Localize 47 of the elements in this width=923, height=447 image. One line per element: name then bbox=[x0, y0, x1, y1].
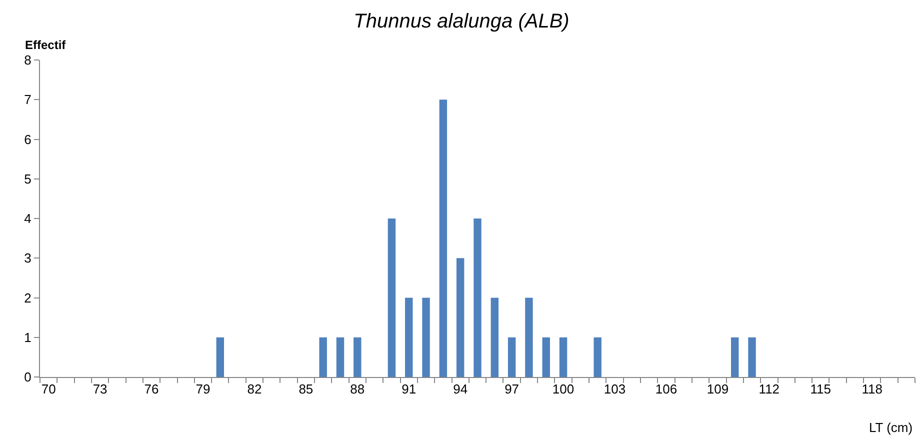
y-tick-label: 7 bbox=[24, 92, 32, 108]
x-tick-label: 76 bbox=[144, 382, 159, 397]
bar bbox=[405, 298, 413, 377]
bar bbox=[508, 337, 516, 377]
chart-title: Thunnus alalunga (ALB) bbox=[354, 10, 570, 32]
x-tick-label: 100 bbox=[552, 382, 574, 397]
bar bbox=[319, 337, 327, 377]
bar bbox=[422, 298, 430, 377]
x-tick-label: 94 bbox=[453, 382, 468, 397]
x-tick-label: 82 bbox=[247, 382, 262, 397]
bar bbox=[594, 337, 602, 377]
x-tick-label: 115 bbox=[810, 382, 832, 397]
x-tick-label: 97 bbox=[504, 382, 520, 397]
bar bbox=[354, 337, 362, 377]
y-tick-label: 6 bbox=[24, 132, 32, 147]
y-tick-label: 8 bbox=[24, 52, 32, 68]
x-tick-label: 91 bbox=[402, 382, 416, 397]
x-tick-label: 118 bbox=[862, 382, 882, 397]
y-tick-label: 2 bbox=[24, 290, 32, 306]
bar bbox=[748, 337, 756, 377]
y-axis-title: Effectif bbox=[25, 38, 67, 52]
x-tick-label: 103 bbox=[604, 382, 626, 397]
y-tick-label: 0 bbox=[24, 370, 32, 385]
x-tick-label: 112 bbox=[758, 382, 780, 397]
x-tick-label: 109 bbox=[706, 382, 729, 397]
x-tick-label: 88 bbox=[350, 382, 365, 397]
y-tick-label: 5 bbox=[24, 171, 32, 186]
bar bbox=[730, 337, 739, 377]
y-tick-label: 4 bbox=[24, 211, 32, 226]
bar bbox=[388, 218, 396, 377]
x-axis-title: LT (cm) bbox=[869, 420, 913, 435]
bar bbox=[474, 218, 482, 377]
x-tick-label: 106 bbox=[655, 382, 678, 397]
x-tick-label: 73 bbox=[92, 382, 108, 397]
x-tick-label: 85 bbox=[298, 382, 314, 397]
x-tick-label: 79 bbox=[196, 382, 210, 397]
bar bbox=[490, 298, 499, 377]
bar bbox=[439, 100, 448, 377]
bar bbox=[456, 258, 464, 377]
bar bbox=[559, 337, 568, 377]
y-tick-label: 1 bbox=[24, 330, 32, 345]
x-tick-label: 70 bbox=[41, 382, 56, 397]
bar bbox=[336, 337, 344, 377]
bar bbox=[525, 298, 533, 377]
bar bbox=[216, 337, 224, 377]
y-tick-label: 3 bbox=[24, 250, 32, 266]
bar bbox=[542, 337, 550, 377]
